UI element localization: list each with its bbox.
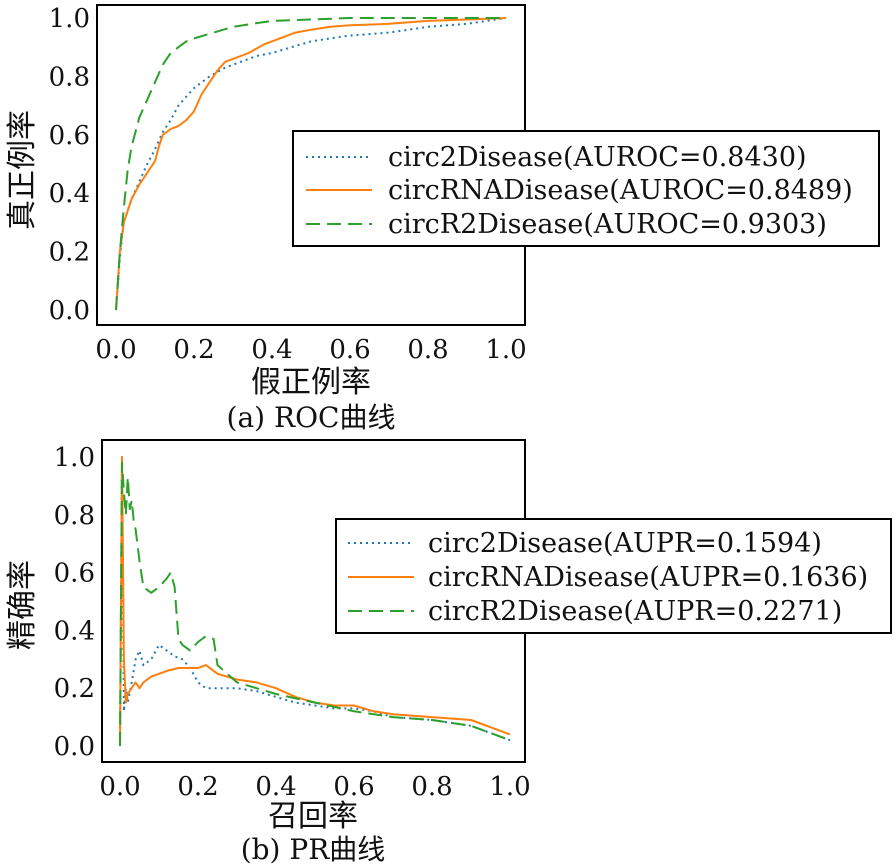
- roc-x-tick-label: 0.6: [329, 335, 370, 365]
- roc-legend-label-circ2disease: circ2Disease(AUROC=0.8430): [388, 142, 807, 173]
- pr-y-axis-label: 精确率: [5, 560, 40, 650]
- roc-y-tick-label: 0.6: [49, 121, 90, 151]
- roc-y-tick-label: 1.0: [49, 4, 90, 34]
- roc-series-line-circ2disease: [115, 17, 507, 311]
- roc-y-axis-label: 真正例率: [5, 110, 40, 230]
- pr-x-tick-label: 1.0: [489, 772, 530, 802]
- roc-y-tick-label: 0.4: [49, 179, 90, 209]
- roc-x-tick-label: 0.8: [407, 335, 448, 365]
- roc-y-tick-label: 0.2: [49, 238, 90, 268]
- pr-y-tick-label: 0.6: [54, 559, 95, 589]
- pr-y-tick-label: 0.0: [54, 732, 95, 762]
- roc-legend: circ2Disease(AUROC=0.8430) circRNADiseas…: [292, 130, 880, 247]
- roc-legend-label-circr2disease: circR2Disease(AUROC=0.9303): [388, 209, 827, 240]
- roc-y-tick-label: 0.0: [49, 296, 90, 326]
- pr-x-ticks: 0.0 0.2 0.4 0.6 0.8 1.0: [99, 772, 530, 802]
- pr-x-tick-label: 0.2: [177, 772, 218, 802]
- pr-y-tick-label: 0.8: [54, 501, 95, 531]
- pr-series-line-circrnadisease: [119, 456, 511, 747]
- pr-x-tick-label: 0.4: [255, 772, 296, 802]
- roc-panel: 0.0 0.2 0.4 0.6 0.8 1.0 0.0 0.2 0.4 0.6 0.8 1.0 假正…: [5, 4, 880, 434]
- roc-x-tick-label: 0.0: [95, 335, 136, 365]
- pr-y-tick-label: 0.2: [54, 674, 95, 704]
- roc-legend-box: [292, 130, 880, 247]
- roc-x-ticks: 0.0 0.2 0.4 0.6 0.8 1.0: [95, 335, 526, 365]
- roc-x-axis-label: 假正例率: [251, 365, 371, 400]
- pr-panel: 0.0 0.2 0.4 0.6 0.8 1.0 0.0 0.2 0.4 0.6 0.8 1.0 召回…: [5, 439, 892, 866]
- pr-legend-label-circr2disease: circR2Disease(AUPR=0.2271): [428, 596, 842, 627]
- roc-x-tick-label: 1.0: [485, 335, 526, 365]
- pr-series-line-circ2disease: [119, 456, 511, 747]
- pr-legend-label-circ2disease: circ2Disease(AUPR=0.1594): [428, 528, 822, 559]
- roc-x-tick-label: 0.4: [251, 335, 292, 365]
- pr-y-ticks: 0.0 0.2 0.4 0.6 0.8 1.0: [54, 443, 95, 762]
- roc-x-tick-label: 0.2: [173, 335, 214, 365]
- pr-x-tick-label: 0.6: [333, 772, 374, 802]
- pr-legend-box: [335, 518, 892, 634]
- pr-legend: circ2Disease(AUPR=0.1594) circRNADisease…: [335, 518, 892, 634]
- roc-caption: (a) ROC曲线: [227, 401, 396, 434]
- pr-x-tick-label: 0.8: [411, 772, 452, 802]
- pr-legend-label-circrnadisease: circRNADisease(AUPR=0.1636): [428, 562, 868, 593]
- pr-x-tick-label: 0.0: [99, 772, 140, 802]
- pr-series-layer: [119, 456, 511, 747]
- roc-y-ticks: 0.0 0.2 0.4 0.6 0.8 1.0: [49, 4, 90, 326]
- roc-y-tick-label: 0.8: [49, 62, 90, 92]
- pr-x-axis-label: 召回率: [268, 799, 358, 834]
- pr-series-line-circr2disease: [119, 461, 511, 747]
- roc-series-line-circr2disease: [115, 17, 506, 311]
- pr-y-tick-label: 0.4: [54, 616, 95, 646]
- roc-series-layer: [115, 17, 507, 311]
- roc-series-line-circrnadisease: [115, 17, 507, 311]
- pr-y-tick-label: 1.0: [54, 443, 95, 473]
- pr-caption: (b) PR曲线: [241, 833, 386, 866]
- roc-legend-label-circrnadisease: circRNADisease(AUROC=0.8489): [388, 175, 853, 206]
